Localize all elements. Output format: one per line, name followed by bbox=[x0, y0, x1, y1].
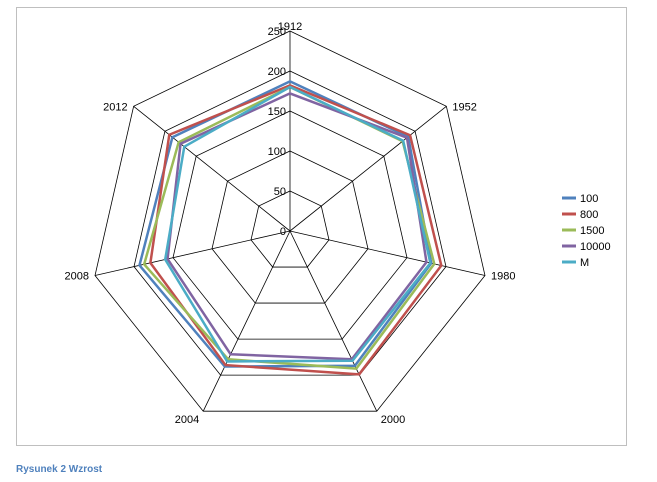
grid-ring bbox=[250, 190, 330, 268]
tick-label: 150 bbox=[268, 106, 286, 118]
grid-ring bbox=[133, 70, 447, 376]
radial-tick-labels: 0 50 100 150 200 250 bbox=[268, 26, 286, 238]
tick-label: 250 bbox=[268, 26, 286, 38]
grid-spoke bbox=[289, 230, 378, 412]
grid-ring bbox=[172, 110, 408, 340]
figure-caption: Rysunek 2 Wzrost bbox=[16, 464, 103, 475]
grid-spoke bbox=[289, 230, 486, 276]
legend: 100 800 1500 10000 M bbox=[562, 193, 611, 269]
radar-grid bbox=[94, 30, 486, 412]
category-label: 2000 bbox=[381, 414, 405, 426]
tick-label: 100 bbox=[268, 146, 286, 158]
tick-label: 50 bbox=[274, 186, 286, 198]
tick-label: 0 bbox=[280, 226, 286, 238]
series-line bbox=[149, 84, 443, 376]
series-lines bbox=[138, 80, 443, 376]
legend-label: M bbox=[580, 257, 589, 269]
legend-label: 10000 bbox=[580, 241, 611, 253]
category-label: 2008 bbox=[65, 271, 89, 283]
series-line bbox=[138, 80, 433, 368]
series-line bbox=[163, 85, 432, 363]
category-label: 2012 bbox=[103, 101, 127, 113]
grid-spoke bbox=[202, 230, 291, 412]
grid-ring bbox=[94, 30, 486, 412]
grid-spoke bbox=[133, 105, 291, 232]
category-label: 1980 bbox=[491, 271, 515, 283]
category-label: 1912 bbox=[278, 21, 302, 33]
legend-label: 1500 bbox=[580, 225, 604, 237]
legend-label: 800 bbox=[580, 209, 598, 221]
legend-label: 100 bbox=[580, 193, 598, 205]
category-label: 1952 bbox=[452, 101, 476, 113]
grid-spoke bbox=[289, 105, 447, 232]
series-line bbox=[166, 92, 428, 361]
category-label: 2004 bbox=[175, 414, 199, 426]
tick-label: 200 bbox=[268, 66, 286, 78]
grid-spoke bbox=[94, 230, 291, 276]
grid-ring bbox=[211, 150, 369, 304]
